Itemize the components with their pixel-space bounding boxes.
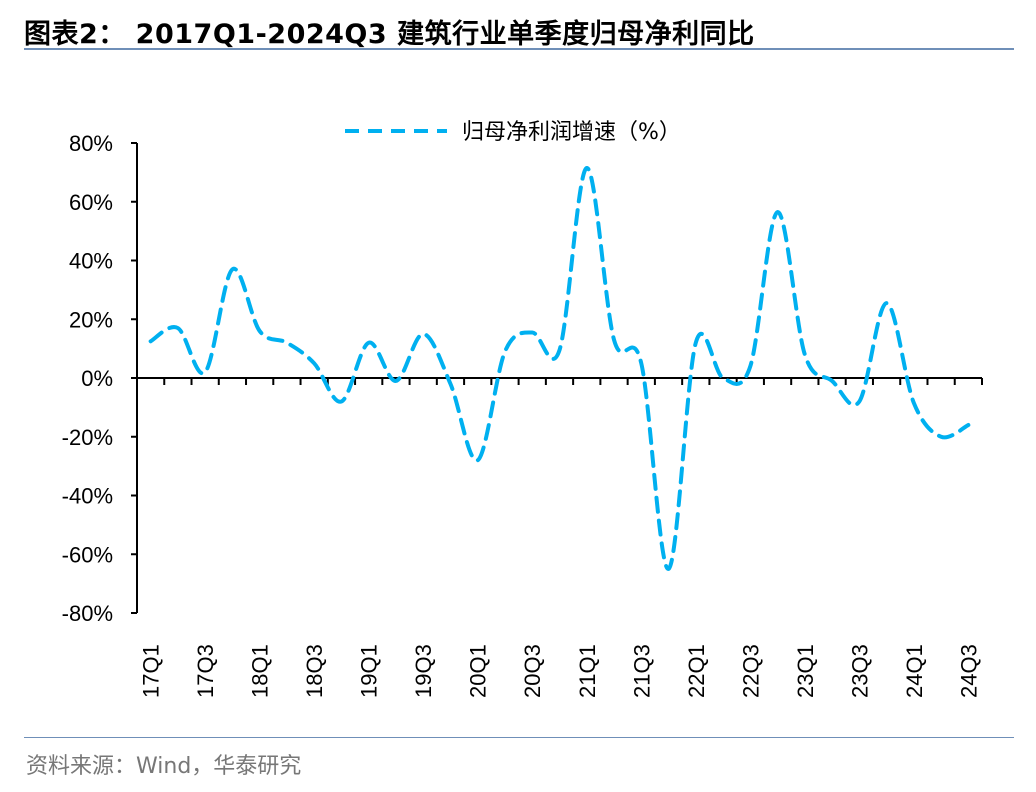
y-tick-label: 60% <box>69 190 113 215</box>
x-tick-label: 22Q1 <box>684 644 709 698</box>
x-tick-label: 18Q3 <box>302 644 327 698</box>
y-tick-label: -20% <box>62 425 113 450</box>
x-tick-label: 24Q3 <box>956 644 981 698</box>
x-tick-label: 24Q1 <box>902 644 927 698</box>
y-tick-label: 80% <box>69 131 113 156</box>
y-tick-label: 40% <box>69 249 113 274</box>
y-tick-label: -80% <box>62 601 113 626</box>
legend: 归母净利润增速（%） <box>345 120 681 145</box>
x-tick-label: 19Q1 <box>357 644 382 698</box>
x-tick-label: 23Q3 <box>847 644 872 698</box>
source-note: 资料来源：Wind，华泰研究 <box>26 754 302 779</box>
y-tick-label: -60% <box>62 542 113 567</box>
x-tick-label: 18Q1 <box>248 644 273 698</box>
x-tick-label: 20Q1 <box>466 644 491 698</box>
x-tick-label: 20Q3 <box>520 644 545 698</box>
footer-divider <box>24 737 1014 738</box>
y-tick-label: -40% <box>62 484 113 509</box>
chart-title: 图表2： 2017Q1-2024Q3 建筑行业单季度归母净利同比 <box>24 19 755 50</box>
x-tick-label: 21Q1 <box>575 644 600 698</box>
x-tick-label: 17Q3 <box>193 644 218 698</box>
y-tick-label: 20% <box>69 307 113 332</box>
legend-label: 归母净利润增速（%） <box>462 120 681 145</box>
y-tick-label: 0% <box>81 366 113 391</box>
x-tick-label: 23Q1 <box>793 644 818 698</box>
x-tick-label: 17Q1 <box>139 644 164 698</box>
title-divider <box>24 48 1014 50</box>
x-tick-label: 19Q3 <box>411 644 436 698</box>
x-tick-label: 21Q3 <box>629 644 654 698</box>
x-tick-label: 22Q3 <box>738 644 763 698</box>
series-line <box>148 165 971 571</box>
